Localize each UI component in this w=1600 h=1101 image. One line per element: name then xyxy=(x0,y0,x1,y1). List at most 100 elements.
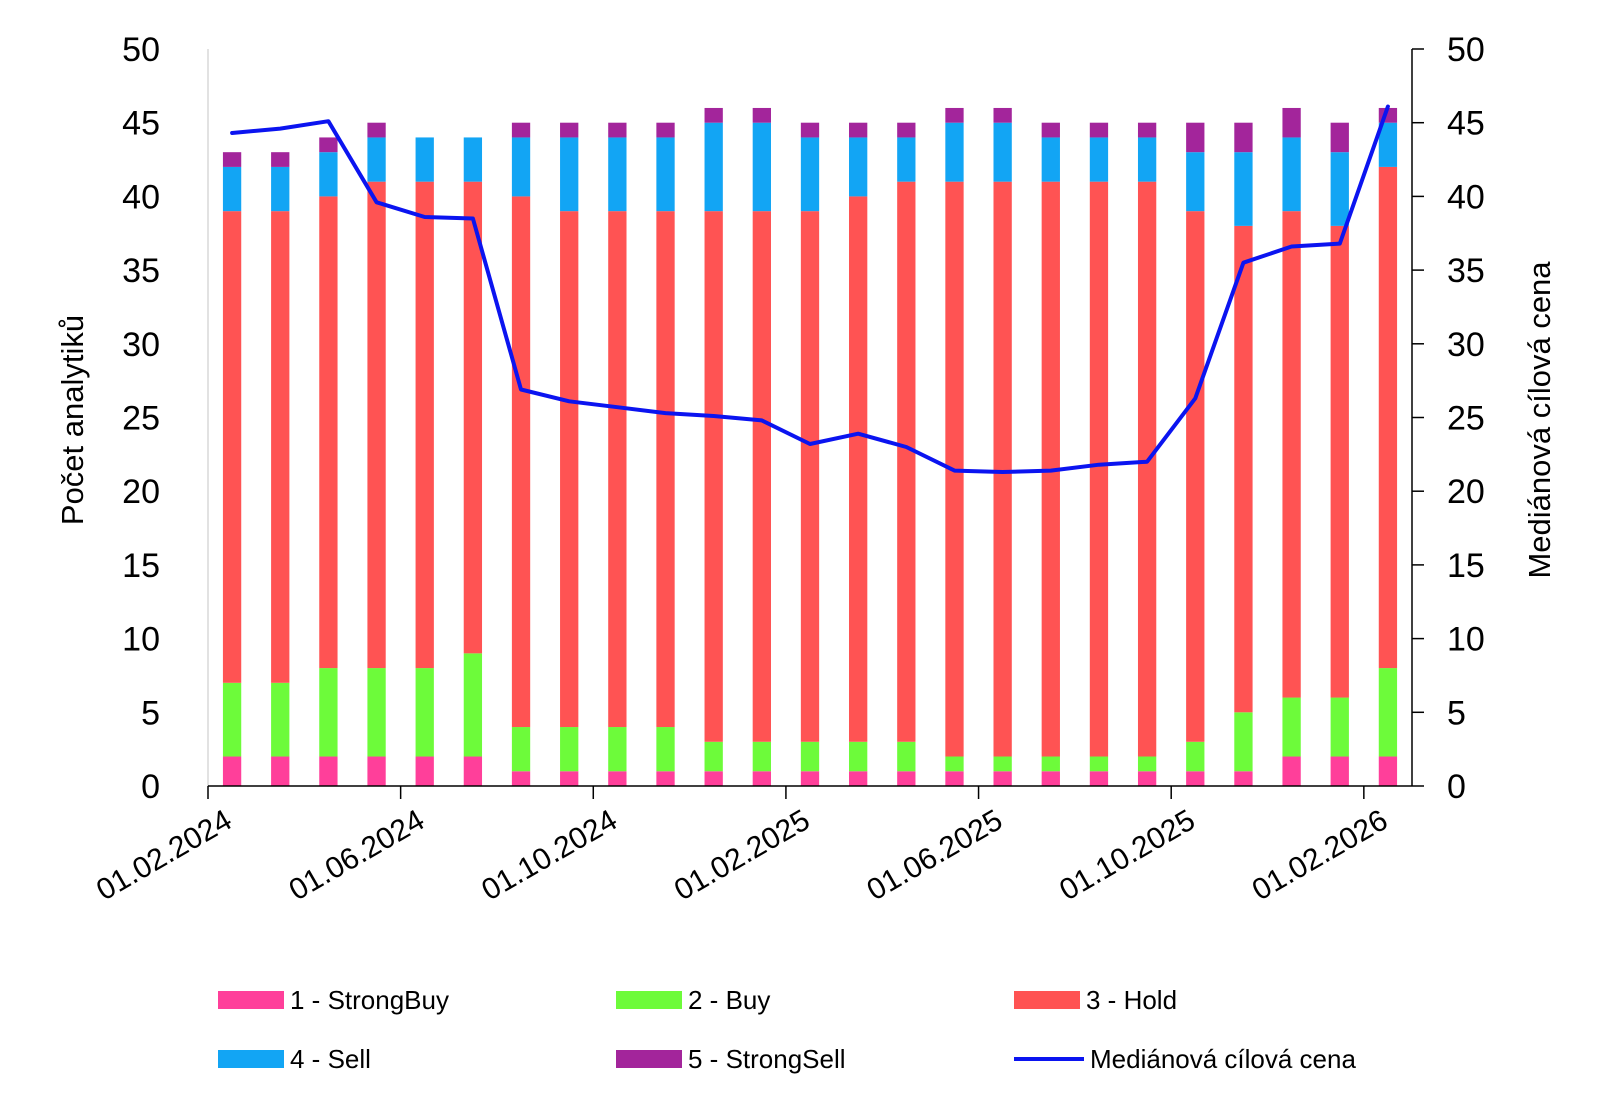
bar-segment-buy-1 xyxy=(271,682,290,757)
bar-segment-strongbuy-13 xyxy=(849,771,868,786)
bar-segment-strongbuy-22 xyxy=(1282,756,1301,786)
y2-tick-label-25: 25 xyxy=(1447,400,1485,438)
bar-segment-buy-0 xyxy=(222,682,242,757)
bar-segment-hold-10 xyxy=(704,211,723,742)
axes-layer: 0 0 5 5 10 10 15 15 20 20 25 25 30 30 35 35 40 40 45 45 50 50… xyxy=(91,31,1485,907)
x-tick-label-0: 01.02.2024 xyxy=(91,803,238,907)
bar-segment-hold-2 xyxy=(319,196,338,669)
bar-segment-sell-8 xyxy=(608,137,627,212)
bar-segment-hold-14 xyxy=(897,181,916,742)
bar-segment-sell-17 xyxy=(1041,137,1060,182)
bar-segment-sell-14 xyxy=(897,137,916,182)
x-tick-label-1: 01.06.2024 xyxy=(284,803,431,907)
bar-segment-sell-6 xyxy=(511,137,531,197)
bar-segment-sell-20 xyxy=(1186,152,1205,212)
bar-segment-sell-2 xyxy=(319,152,338,197)
bar-segment-hold-18 xyxy=(1089,181,1109,757)
bar-segment-strongsell-7 xyxy=(560,122,579,138)
y-tick-label-15: 15 xyxy=(122,547,160,585)
y-tick-label-45: 45 xyxy=(122,105,160,143)
bar-segment-strongsell-20 xyxy=(1186,122,1205,153)
bar-segment-buy-24 xyxy=(1378,668,1398,757)
bar-segment-buy-11 xyxy=(752,741,771,772)
y2-tick-label-45: 45 xyxy=(1447,105,1485,143)
bar-segment-hold-6 xyxy=(511,196,531,728)
y-axis-title: Počet analytiků xyxy=(55,315,90,525)
y2-tick-label-0: 0 xyxy=(1447,768,1466,806)
bar-segment-sell-24 xyxy=(1378,122,1398,167)
bar-segment-hold-23 xyxy=(1330,225,1349,698)
bar-segment-hold-24 xyxy=(1378,166,1398,669)
bar-segment-sell-11 xyxy=(752,122,771,212)
bar-segment-hold-11 xyxy=(752,211,771,742)
bar-segment-hold-9 xyxy=(656,211,675,728)
bar-segment-buy-13 xyxy=(849,741,868,772)
bar-segment-sell-5 xyxy=(463,137,483,182)
bar-segment-strongbuy-10 xyxy=(704,771,723,786)
bar-segment-hold-13 xyxy=(849,196,868,742)
bar-segment-buy-12 xyxy=(800,741,820,772)
y-tick-label-40: 40 xyxy=(122,178,160,216)
bar-segment-sell-7 xyxy=(560,137,579,212)
bar-segment-sell-4 xyxy=(415,137,434,182)
bar-segment-sell-1 xyxy=(271,166,290,212)
y2-tick-label-20: 20 xyxy=(1447,473,1485,511)
bar-segment-sell-0 xyxy=(222,166,242,212)
bar-segment-sell-16 xyxy=(993,122,1012,182)
bar-segment-strongbuy-16 xyxy=(993,771,1012,786)
bar-segment-strongbuy-15 xyxy=(945,771,964,786)
bar-segment-strongsell-13 xyxy=(849,122,868,138)
bar-segment-buy-16 xyxy=(993,756,1012,772)
bar-segment-strongsell-9 xyxy=(656,122,675,138)
y-tick-label-5: 5 xyxy=(141,694,160,732)
bar-segment-strongsell-22 xyxy=(1282,107,1301,138)
bar-segment-sell-13 xyxy=(849,137,868,197)
bar-segment-buy-7 xyxy=(560,727,579,772)
bar-segment-buy-17 xyxy=(1041,756,1060,772)
bar-segment-strongsell-1 xyxy=(271,152,290,167)
y-tick-label-35: 35 xyxy=(122,252,160,290)
bar-segment-sell-9 xyxy=(656,137,675,212)
bar-segment-strongsell-14 xyxy=(897,122,916,138)
y2-tick-label-50: 50 xyxy=(1447,31,1485,69)
bar-segment-strongbuy-23 xyxy=(1330,756,1349,786)
bar-segment-hold-19 xyxy=(1137,181,1157,757)
bar-segment-sell-23 xyxy=(1330,152,1349,226)
median-price-line xyxy=(230,104,1390,474)
x-tick-label-6: 01.02.2026 xyxy=(1247,803,1394,907)
bar-segment-buy-8 xyxy=(608,727,627,772)
bar-segment-strongsell-0 xyxy=(222,152,242,167)
y-tick-label-25: 25 xyxy=(122,400,160,438)
y-tick-label-20: 20 xyxy=(122,473,160,511)
bar-segment-buy-4 xyxy=(415,668,434,757)
median-price-line-layer xyxy=(230,104,1390,474)
bar-segment-strongsell-23 xyxy=(1330,122,1349,153)
bar-segment-strongsell-18 xyxy=(1089,122,1109,138)
bar-segment-strongbuy-12 xyxy=(800,771,820,786)
bar-segment-hold-8 xyxy=(608,211,627,728)
bar-segment-strongbuy-20 xyxy=(1186,771,1205,786)
bar-segment-strongsell-3 xyxy=(367,122,386,138)
bar-segment-strongbuy-9 xyxy=(656,771,675,786)
bar-segment-strongbuy-3 xyxy=(367,756,386,786)
x-tick-label-4: 01.06.2025 xyxy=(862,803,1009,907)
bar-segment-buy-10 xyxy=(704,741,723,772)
y-tick-label-0: 0 xyxy=(141,768,160,806)
y-tick-label-10: 10 xyxy=(122,621,160,659)
bar-segment-hold-1 xyxy=(271,211,290,683)
bar-segment-buy-18 xyxy=(1089,756,1109,772)
bar-segment-buy-19 xyxy=(1137,756,1157,772)
bar-segment-buy-2 xyxy=(319,668,338,757)
bar-segment-strongbuy-24 xyxy=(1378,756,1398,786)
bar-segment-strongsell-6 xyxy=(511,122,531,138)
bar-segment-buy-15 xyxy=(945,756,964,772)
bar-segment-sell-15 xyxy=(945,122,964,182)
y2-tick-label-15: 15 xyxy=(1447,547,1485,585)
bar-segment-strongbuy-8 xyxy=(608,771,627,786)
bar-segment-strongbuy-14 xyxy=(897,771,916,786)
bar-segment-strongsell-8 xyxy=(608,122,627,138)
bar-segment-strongbuy-7 xyxy=(560,771,579,786)
bar-segment-sell-10 xyxy=(704,122,723,212)
bar-segment-strongbuy-18 xyxy=(1089,771,1109,786)
